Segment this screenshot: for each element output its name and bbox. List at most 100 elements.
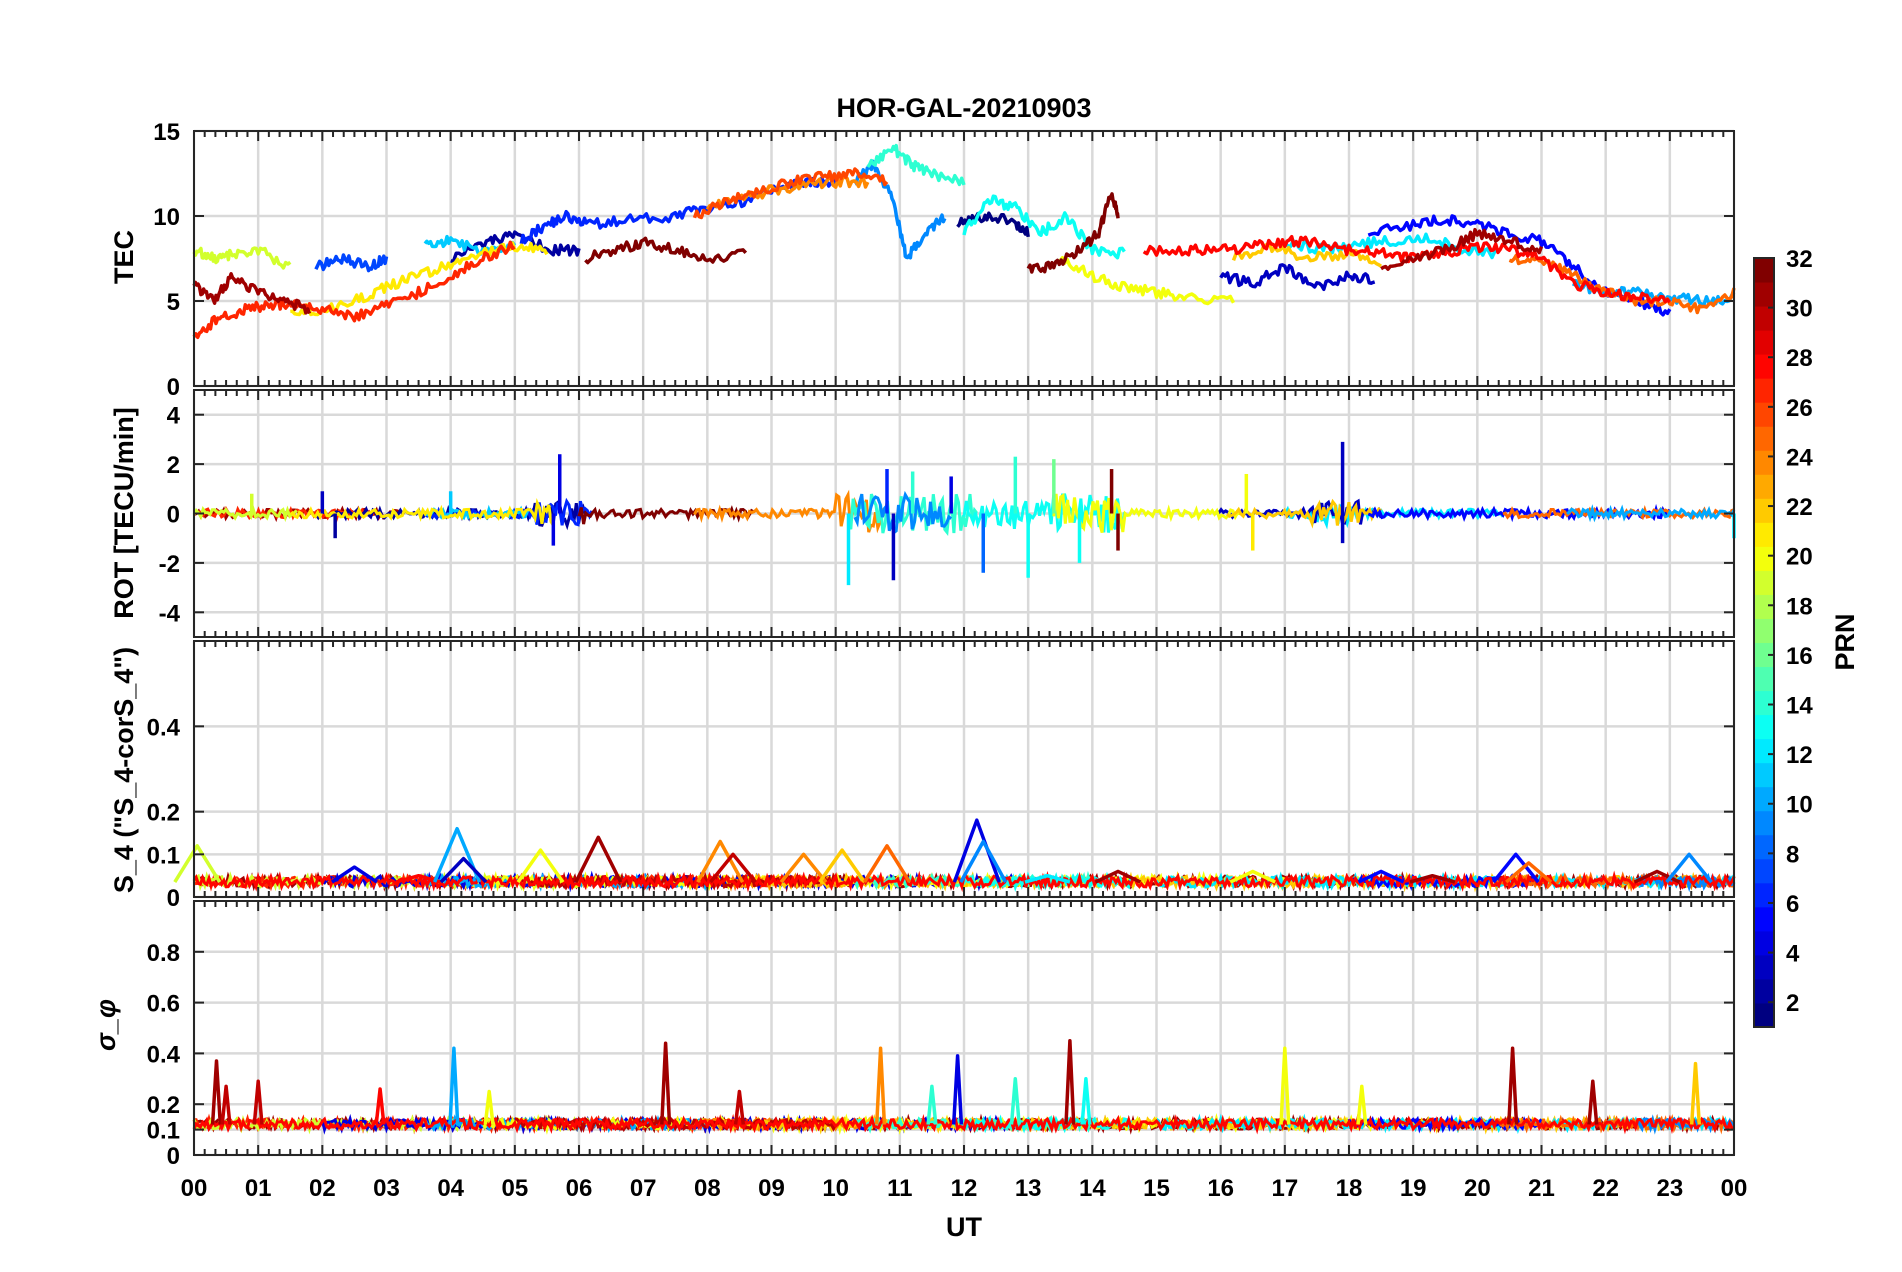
sigma-phi-y-tick-labels: 00.10.2 0.4 0.6 0.8 (147, 940, 181, 1170)
rot-series-line (1566, 504, 1736, 523)
tec-series-line (854, 159, 947, 260)
s4-peak (1633, 869, 1681, 884)
tec-series (192, 143, 1736, 340)
tec-series-line (692, 167, 889, 220)
colorbar-tick-label: 10 (1786, 792, 1813, 819)
x-tick-label: 21 (1528, 1175, 1555, 1202)
colorbar-strip (1754, 618, 1774, 643)
colorbar-strip (1754, 474, 1774, 499)
s4-peak (574, 835, 623, 883)
tec-series-line (1219, 263, 1376, 292)
s4-peak (863, 844, 911, 884)
tec-panel: 0 5 10 15 TEC (109, 119, 1736, 401)
colorbar-strip (1754, 714, 1774, 740)
chart-title: HOR-GAL-20210903 (836, 93, 1091, 123)
colorbar-tick-label: 16 (1786, 643, 1813, 670)
sigma-phi-peak (1507, 1046, 1519, 1125)
x-tick-label: 23 (1656, 1175, 1683, 1202)
x-tick-label: 10 (822, 1175, 849, 1202)
sigma-phi-tick-marks (193, 901, 1735, 1156)
s4-peak (1492, 852, 1540, 884)
colorbar-strip (1754, 306, 1774, 331)
colorbar-strip (1754, 450, 1774, 475)
tec-series-line (1058, 255, 1236, 306)
colorbar-strip (1754, 786, 1774, 812)
tec-series-line (962, 194, 1126, 260)
colorbar-tick-label: 28 (1786, 345, 1813, 372)
s4-peak (516, 848, 565, 884)
colorbar-tick-label: 14 (1786, 693, 1813, 720)
x-tick-label: 14 (1079, 1175, 1106, 1202)
tec-series-line (314, 253, 389, 273)
sigma-phi-peak (220, 1084, 232, 1125)
colorbar-strip (1754, 1002, 1774, 1028)
sigma-phi-axes-frame (193, 900, 1735, 1156)
y-tick-label: 0.2 (147, 1092, 180, 1119)
sigma-phi-peak (951, 1054, 964, 1125)
colorbar-strip (1754, 402, 1774, 427)
s4-y-tick-labels: 0 0.1 0.2 0.4 (147, 714, 181, 912)
colorbar-tick-label: 4 (1786, 941, 1800, 968)
x-tick-label: 11 (887, 1175, 912, 1202)
colorbar-label: PRN (1830, 613, 1860, 670)
y-tick-label: 0.2 (147, 800, 180, 827)
rot-series-line (853, 490, 953, 536)
tec-y-tick-labels: 0 5 10 15 (153, 119, 180, 401)
x-tick-label: 13 (1015, 1175, 1042, 1202)
colorbar-strip (1754, 282, 1774, 307)
rot-tick-marks (193, 390, 1735, 637)
colorbar-tick-label: 32 (1786, 246, 1813, 273)
s4-peak (818, 848, 866, 884)
colorbar-tick-label: 6 (1786, 891, 1799, 918)
s4-y-axis-label: S_4 ("S_4-corS_4") (109, 647, 139, 893)
x-tick-label: 16 (1207, 1175, 1234, 1202)
rot-series-line (289, 498, 555, 527)
s4-peak (1409, 873, 1456, 884)
x-axis-label: UT (946, 1212, 982, 1242)
colorbar-strip (1754, 522, 1774, 547)
s4-peak (1024, 873, 1071, 884)
colorbar-color-strips (1754, 258, 1774, 1028)
y-tick-label: 15 (153, 119, 180, 146)
colorbar-strip (1754, 882, 1774, 908)
x-tick-label: 22 (1592, 1175, 1619, 1202)
y-tick-label: 0.4 (147, 1041, 181, 1068)
x-tick-label: 02 (309, 1175, 336, 1202)
x-tick-label: 07 (630, 1175, 657, 1202)
colorbar-strip (1754, 930, 1774, 956)
y-tick-label: 0 (167, 1143, 180, 1170)
s4-peak (696, 839, 745, 883)
x-tick-label: 20 (1464, 1175, 1491, 1202)
colorbar-tick-label: 12 (1786, 742, 1813, 769)
s4-peak (959, 839, 1008, 883)
x-tick-label: 04 (437, 1175, 464, 1202)
rot-series (192, 441, 1736, 586)
s4-peak (432, 826, 482, 883)
sigma-phi-peak (1279, 1046, 1291, 1125)
tec-series-line (192, 240, 516, 340)
tec-series-line (450, 230, 581, 264)
sigma-phi-peak (1356, 1084, 1368, 1125)
colorbar-strip (1754, 378, 1774, 403)
tec-series-line (192, 246, 292, 270)
colorbar-tick-label: 26 (1786, 395, 1813, 422)
y-tick-label: 0.1 (147, 842, 180, 869)
colorbar-tick-label: 20 (1786, 544, 1813, 571)
y-tick-label: 4 (167, 403, 181, 430)
colorbar-strip (1754, 834, 1774, 860)
s4-peak (1665, 852, 1713, 884)
y-tick-label: 0 (167, 374, 180, 401)
tec-gridlines (192, 129, 1736, 388)
s4-peak (1505, 861, 1553, 884)
rot-axes-frame (193, 389, 1735, 638)
s4-peak (173, 844, 222, 884)
sigma-phi-peak (483, 1089, 495, 1125)
colorbar-strip (1754, 498, 1774, 523)
x-tick-label: 03 (373, 1175, 400, 1202)
colorbar-strip (1754, 594, 1774, 619)
tec-series-line (1026, 192, 1120, 274)
sigma-phi-peak (1587, 1079, 1599, 1125)
colorbar-strip (1754, 258, 1774, 283)
sigma-phi-peak (1009, 1077, 1021, 1125)
